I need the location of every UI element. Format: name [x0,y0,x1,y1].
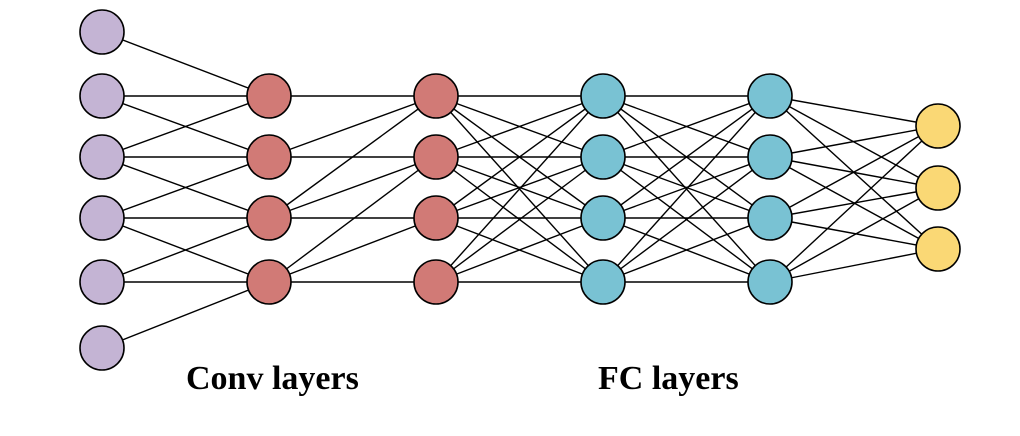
fc-2-node-3 [747,195,793,241]
edge-conv-2-3-to-fc-1-4 [435,217,604,283]
input-node-5 [79,259,125,305]
edge-fc-2-4-to-output-1 [769,125,939,283]
conv-2-node-1 [413,73,459,119]
fc-2-node-2 [747,134,793,180]
edge-conv-2-1-to-fc-1-2 [435,95,604,158]
edge-conv-2-2-to-fc-1-4 [435,156,604,283]
fc-2-node-4 [747,259,793,305]
conv-layers-label: Conv layers [186,360,359,397]
edge-fc-2-1-to-output-1 [769,95,939,127]
output-node-1 [915,103,961,149]
edge-fc-1-1-to-fc-2-2 [602,95,771,158]
edge-fc-2-4-to-output-2 [769,187,939,283]
edge-fc-1-2-to-fc-2-4 [602,156,771,283]
connection-edges [101,31,939,349]
edge-input-3-to-conv-1-3 [101,156,270,219]
conv-1-node-1 [246,73,292,119]
edge-input-4-to-conv-1-4 [101,217,270,283]
fc-2-node-1 [747,73,793,119]
edge-conv-1-3-to-conv-2-2 [268,156,437,219]
network-nodes [79,9,961,371]
edge-input-1-to-conv-1-1 [101,31,270,97]
output-node-2 [915,165,961,211]
fc-layers-label: FC layers [598,360,739,397]
input-node-1 [79,9,125,55]
edge-fc-2-2-to-output-3 [769,156,939,250]
fc-1-node-1 [580,73,626,119]
edge-input-2-to-conv-1-2 [101,95,270,158]
edge-fc-2-1-to-output-3 [769,95,939,250]
edge-conv-2-2-to-fc-1-3 [435,156,604,219]
fc-1-node-2 [580,134,626,180]
edge-fc-1-2-to-fc-2-3 [602,156,771,219]
conv-2-node-2 [413,134,459,180]
conv-1-node-3 [246,195,292,241]
fc-1-node-3 [580,195,626,241]
edge-conv-1-4-to-conv-2-2 [268,156,437,283]
edge-fc-2-4-to-output-3 [769,248,939,283]
fc-1-node-4 [580,259,626,305]
conv-2-node-4 [413,259,459,305]
edge-conv-2-1-to-fc-1-4 [435,95,604,283]
edge-fc-2-1-to-output-2 [769,95,939,189]
edge-conv-1-2-to-conv-2-1 [268,95,437,158]
edge-conv-2-1-to-fc-1-3 [435,95,604,219]
input-node-6 [79,325,125,371]
conv-1-node-4 [246,259,292,305]
edge-input-6-to-conv-1-4 [101,281,270,349]
input-node-2 [79,73,125,119]
edge-fc-1-1-to-fc-2-3 [602,95,771,219]
input-node-3 [79,134,125,180]
input-node-4 [79,195,125,241]
edge-fc-2-3-to-output-3 [769,217,939,250]
conv-1-node-2 [246,134,292,180]
conv-2-node-3 [413,195,459,241]
edge-fc-1-3-to-fc-2-4 [602,217,771,283]
output-node-3 [915,226,961,272]
edge-conv-1-4-to-conv-2-3 [268,217,437,283]
edge-fc-1-1-to-fc-2-4 [602,95,771,283]
